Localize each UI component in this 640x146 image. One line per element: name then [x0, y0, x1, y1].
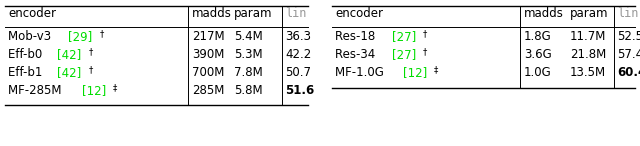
Text: [12]: [12] [82, 84, 106, 97]
Text: encoder: encoder [8, 7, 56, 20]
Text: 5.3M: 5.3M [234, 48, 262, 61]
Text: param: param [234, 7, 273, 20]
Text: [27]: [27] [392, 48, 416, 61]
Text: encoder: encoder [335, 7, 383, 20]
Text: MF-1.0G: MF-1.0G [335, 66, 388, 79]
Text: Eff-b0: Eff-b0 [8, 48, 46, 61]
Text: 1.0G: 1.0G [524, 66, 552, 79]
Text: 11.7M: 11.7M [570, 30, 606, 43]
Text: param: param [570, 7, 609, 20]
Text: [27]: [27] [392, 30, 416, 43]
Text: Res-34: Res-34 [335, 48, 379, 61]
Text: 3.6G: 3.6G [524, 48, 552, 61]
Text: 50.7: 50.7 [285, 66, 311, 79]
Text: 36.3: 36.3 [285, 30, 311, 43]
Text: madds: madds [524, 7, 564, 20]
Text: Res-18: Res-18 [335, 30, 379, 43]
Text: 5.8M: 5.8M [234, 84, 262, 97]
Text: 52.5: 52.5 [617, 30, 640, 43]
Text: ‡: ‡ [113, 84, 118, 93]
Text: 57.4: 57.4 [617, 48, 640, 61]
Text: [42]: [42] [57, 48, 81, 61]
Text: 21.8M: 21.8M [570, 48, 606, 61]
Text: 390M: 390M [192, 48, 225, 61]
Text: [29]: [29] [68, 30, 93, 43]
Text: †: † [423, 47, 428, 57]
Text: 51.6: 51.6 [285, 84, 314, 97]
Text: 42.2: 42.2 [285, 48, 311, 61]
Text: ‡: ‡ [434, 66, 438, 74]
Text: †: † [423, 29, 428, 39]
Text: 285M: 285M [192, 84, 225, 97]
Text: 60.4: 60.4 [617, 66, 640, 79]
Text: Eff-b1: Eff-b1 [8, 66, 46, 79]
Text: lin: lin [285, 7, 307, 20]
Text: madds: madds [192, 7, 232, 20]
Text: 5.4M: 5.4M [234, 30, 263, 43]
Text: 7.8M: 7.8M [234, 66, 263, 79]
Text: lin: lin [617, 7, 638, 20]
Text: Mob-v3: Mob-v3 [8, 30, 55, 43]
Text: MF-285M: MF-285M [8, 84, 65, 97]
Text: †: † [100, 29, 104, 39]
Text: [42]: [42] [57, 66, 81, 79]
Text: 700M: 700M [192, 66, 225, 79]
Text: †: † [88, 47, 93, 57]
Text: 1.8G: 1.8G [524, 30, 552, 43]
Text: 13.5M: 13.5M [570, 66, 606, 79]
Text: [12]: [12] [403, 66, 427, 79]
Text: 217M: 217M [192, 30, 225, 43]
Text: †: † [88, 66, 93, 74]
